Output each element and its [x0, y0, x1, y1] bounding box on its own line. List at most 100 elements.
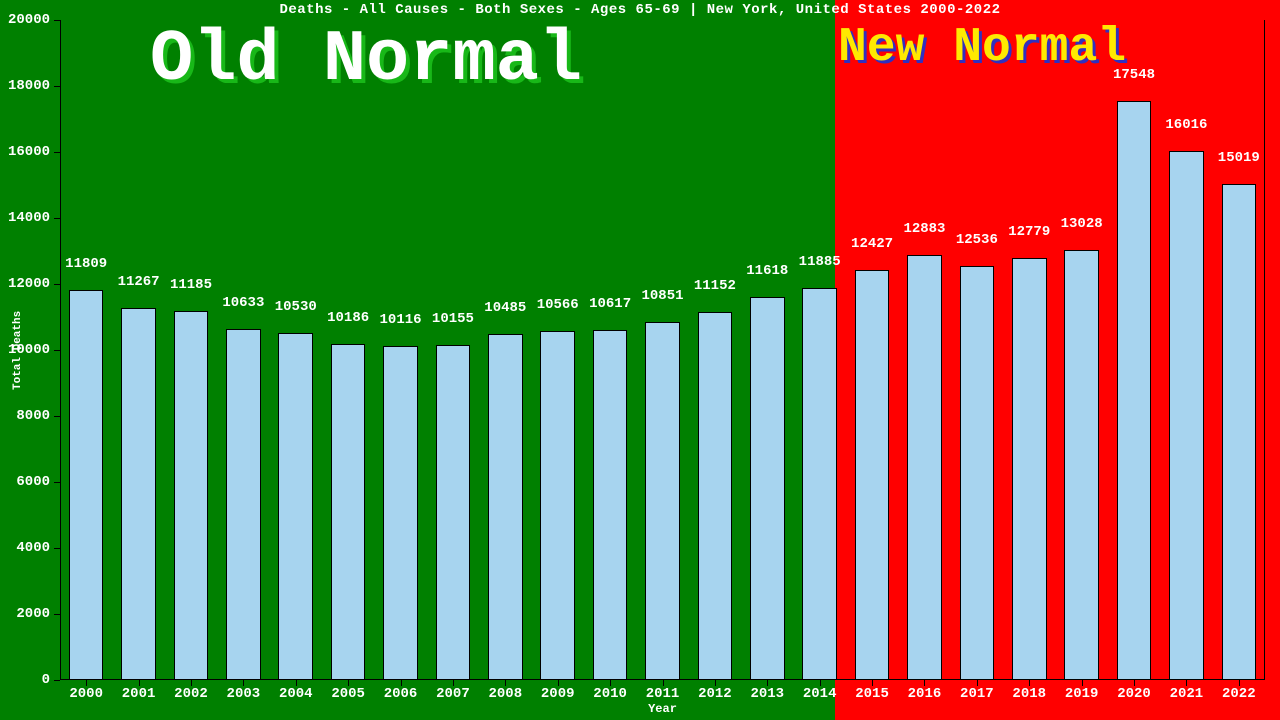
- plot-area: 1180911267111851063310530101861011610155…: [60, 20, 1265, 680]
- bar: [488, 334, 523, 680]
- x-tick-label: 2013: [750, 686, 784, 702]
- bar: [174, 311, 209, 680]
- chart-title: Deaths - All Causes - Both Sexes - Ages …: [0, 2, 1280, 18]
- x-tick-label: 2010: [593, 686, 627, 702]
- x-tick-label: 2003: [227, 686, 261, 702]
- x-tick-label: 2011: [646, 686, 680, 702]
- bar: [121, 308, 156, 680]
- bar: [226, 329, 261, 680]
- y-tick-mark: [54, 152, 60, 153]
- bar: [1117, 101, 1152, 680]
- x-tick-label: 2009: [541, 686, 575, 702]
- bar: [436, 345, 471, 680]
- bar: [907, 255, 942, 680]
- y-tick-label: 4000: [0, 540, 50, 556]
- bar-value-label: 12779: [1008, 224, 1050, 240]
- x-tick-mark: [610, 680, 611, 686]
- y-tick-mark: [54, 86, 60, 87]
- bar-value-label: 10851: [641, 288, 683, 304]
- x-tick-mark: [767, 680, 768, 686]
- bar-value-label: 11152: [694, 278, 736, 294]
- y-tick-mark: [54, 20, 60, 21]
- bar: [855, 270, 890, 680]
- x-tick-label: 2022: [1222, 686, 1256, 702]
- y-tick-mark: [54, 284, 60, 285]
- x-tick-mark: [872, 680, 873, 686]
- bar: [645, 322, 680, 680]
- x-tick-mark: [558, 680, 559, 686]
- y-tick-mark: [54, 548, 60, 549]
- x-tick-mark: [243, 680, 244, 686]
- bar-value-label: 11885: [799, 254, 841, 270]
- bar-value-label: 13028: [1061, 216, 1103, 232]
- x-tick-label: 2020: [1117, 686, 1151, 702]
- bar-value-label: 10566: [537, 297, 579, 313]
- y-tick-mark: [54, 350, 60, 351]
- x-tick-mark: [139, 680, 140, 686]
- bar: [1064, 250, 1099, 680]
- bar-value-label: 11618: [746, 263, 788, 279]
- bar-value-label: 10633: [222, 295, 264, 311]
- chart-container: Deaths - All Causes - Both Sexes - Ages …: [0, 0, 1280, 720]
- y-tick-label: 14000: [0, 210, 50, 226]
- bar: [383, 346, 418, 680]
- x-tick-label: 2021: [1170, 686, 1204, 702]
- y-tick-mark: [54, 680, 60, 681]
- x-tick-label: 2007: [436, 686, 470, 702]
- x-tick-mark: [86, 680, 87, 686]
- y-tick-label: 0: [0, 672, 50, 688]
- bar: [593, 330, 628, 680]
- x-tick-label: 2015: [855, 686, 889, 702]
- bar-value-label: 10186: [327, 310, 369, 326]
- x-tick-label: 2004: [279, 686, 313, 702]
- x-tick-label: 2016: [908, 686, 942, 702]
- x-tick-mark: [296, 680, 297, 686]
- y-tick-label: 8000: [0, 408, 50, 424]
- bar: [540, 331, 575, 680]
- y-tick-label: 6000: [0, 474, 50, 490]
- y-axis-line-right: [1264, 20, 1265, 680]
- bar: [331, 344, 366, 680]
- bar-value-label: 10155: [432, 311, 474, 327]
- x-tick-label: 2018: [1012, 686, 1046, 702]
- bar: [698, 312, 733, 680]
- x-tick-mark: [191, 680, 192, 686]
- x-tick-mark: [1186, 680, 1187, 686]
- y-tick-label: 12000: [0, 276, 50, 292]
- bar-value-label: 10116: [380, 312, 422, 328]
- x-tick-mark: [1029, 680, 1030, 686]
- x-tick-label: 2001: [122, 686, 156, 702]
- y-tick-label: 16000: [0, 144, 50, 160]
- x-tick-mark: [977, 680, 978, 686]
- x-tick-mark: [1239, 680, 1240, 686]
- bar: [1012, 258, 1047, 680]
- bar-value-label: 12427: [851, 236, 893, 252]
- x-tick-mark: [820, 680, 821, 686]
- x-tick-label: 2005: [331, 686, 365, 702]
- x-tick-mark: [348, 680, 349, 686]
- x-tick-label: 2014: [803, 686, 837, 702]
- bar: [278, 333, 313, 680]
- bar-value-label: 10485: [484, 300, 526, 316]
- bar-value-label: 10617: [589, 296, 631, 312]
- y-axis-line: [60, 20, 61, 680]
- bar: [69, 290, 104, 680]
- x-tick-mark: [663, 680, 664, 686]
- bar: [750, 297, 785, 680]
- y-tick-mark: [54, 482, 60, 483]
- bar-value-label: 17548: [1113, 67, 1155, 83]
- x-tick-label: 2000: [69, 686, 103, 702]
- x-axis-label: Year: [60, 702, 1265, 716]
- bar-value-label: 16016: [1165, 117, 1207, 133]
- bar-value-label: 11809: [65, 256, 107, 272]
- bar: [960, 266, 995, 680]
- x-tick-mark: [505, 680, 506, 686]
- x-tick-mark: [1134, 680, 1135, 686]
- bar-value-label: 11267: [118, 274, 160, 290]
- x-tick-label: 2008: [489, 686, 523, 702]
- y-tick-mark: [54, 614, 60, 615]
- x-tick-mark: [453, 680, 454, 686]
- x-tick-label: 2019: [1065, 686, 1099, 702]
- bar: [1169, 151, 1204, 680]
- x-tick-mark: [401, 680, 402, 686]
